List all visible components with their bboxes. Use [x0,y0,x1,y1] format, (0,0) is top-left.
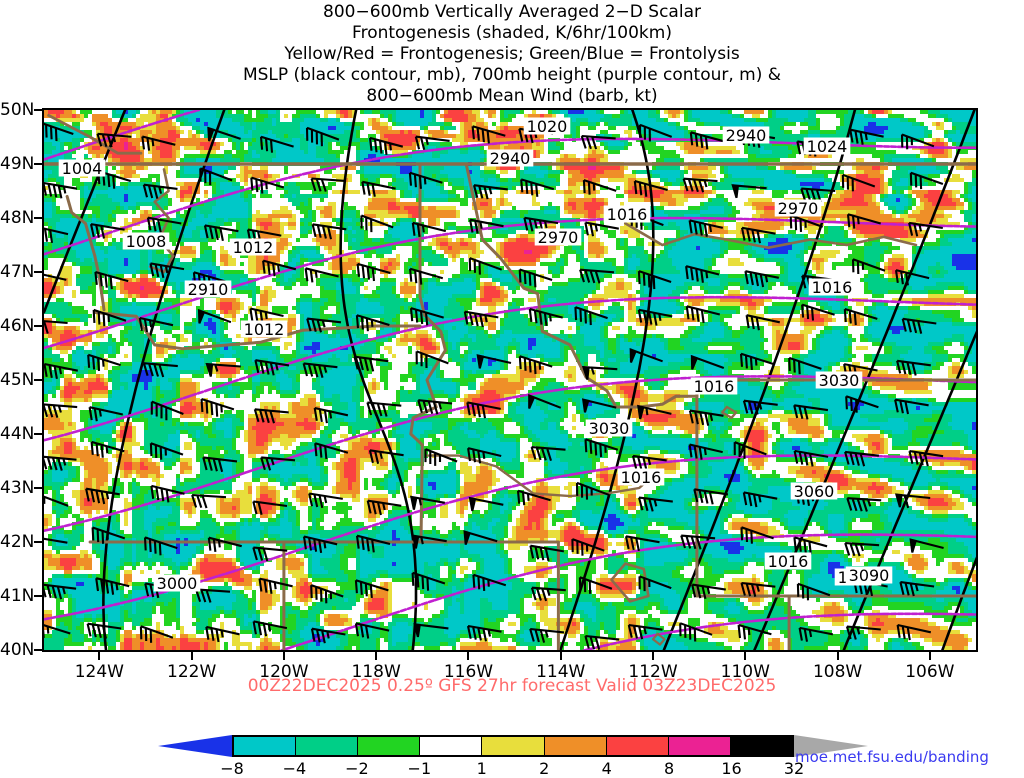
colorbar-tick-label: 16 [721,759,741,778]
lat-tick [34,649,42,651]
lat-tick [34,271,42,273]
lon-tick [375,652,377,660]
lat-axis-label: 40N [0,640,32,660]
lat-tick [34,325,42,327]
colorbar-segment [669,737,731,755]
lon-tick [929,652,931,660]
lat-axis-label: 44N [0,424,32,444]
colorbar-segment [545,737,607,755]
lat-tick [34,217,42,219]
colorbar-segment [358,737,420,755]
colorbar-segment [420,737,482,755]
lon-tick [467,652,469,660]
colorbar-tick-label: −8 [220,759,244,778]
colorbar-tick-label: 2 [539,759,549,778]
lon-tick [191,652,193,660]
title-line-2: Frontogenesis (shaded, K/6hr/100km) [0,23,1024,44]
lat-axis-label: 47N [0,262,32,282]
lon-tick [837,652,839,660]
title-line-3: Yellow/Red = Frontogenesis; Green/Blue =… [0,44,1024,65]
lon-tick [98,652,100,660]
lat-tick [34,109,42,111]
lon-tick [283,652,285,660]
lat-axis-label: 41N [0,586,32,606]
colorbar-tick-label: −1 [408,759,432,778]
colorbar-tick-label: 1 [477,759,487,778]
lat-axis-label: 45N [0,370,32,390]
colorbar-under-arrow [158,735,232,757]
colorbar-segment [296,737,358,755]
colorbar-segment [607,737,669,755]
colorbar-segments [232,735,794,757]
page-title: 800−600mb Vertically Averaged 2−D Scalar… [0,2,1024,107]
lat-tick [34,433,42,435]
lat-tick [34,595,42,597]
lat-axis-label: 46N [0,316,32,336]
lon-tick [560,652,562,660]
title-line-5: 800−600mb Mean Wind (barb, kt) [0,86,1024,107]
lat-axis-label: 49N [0,154,32,174]
colorbar-tick-label: −4 [283,759,307,778]
lat-tick [34,163,42,165]
attribution-link[interactable]: moe.met.fsu.edu/banding [795,748,989,766]
colorbar-segment [482,737,544,755]
lon-tick [744,652,746,660]
lat-axis-label: 42N [0,532,32,552]
lat-tick [34,541,42,543]
lat-tick [34,379,42,381]
colorbar-segment [731,737,792,755]
colorbar-tick-label: −2 [345,759,369,778]
title-line-4: MSLP (black contour, mb), 700mb height (… [0,65,1024,86]
colorbar-segment [234,737,296,755]
lat-axis-label: 48N [0,208,32,228]
lat-axis-label: 50N [0,100,32,120]
colorbar-tick-label: 4 [602,759,612,778]
lat-tick [34,487,42,489]
forecast-caption: 00Z22DEC2025 0.25º GFS 27hr forecast Val… [0,676,1024,696]
colorbar-tick-label: 8 [664,759,674,778]
lon-tick [652,652,654,660]
title-line-1: 800−600mb Vertically Averaged 2−D Scalar [0,2,1024,23]
lat-axis-label: 43N [0,478,32,498]
